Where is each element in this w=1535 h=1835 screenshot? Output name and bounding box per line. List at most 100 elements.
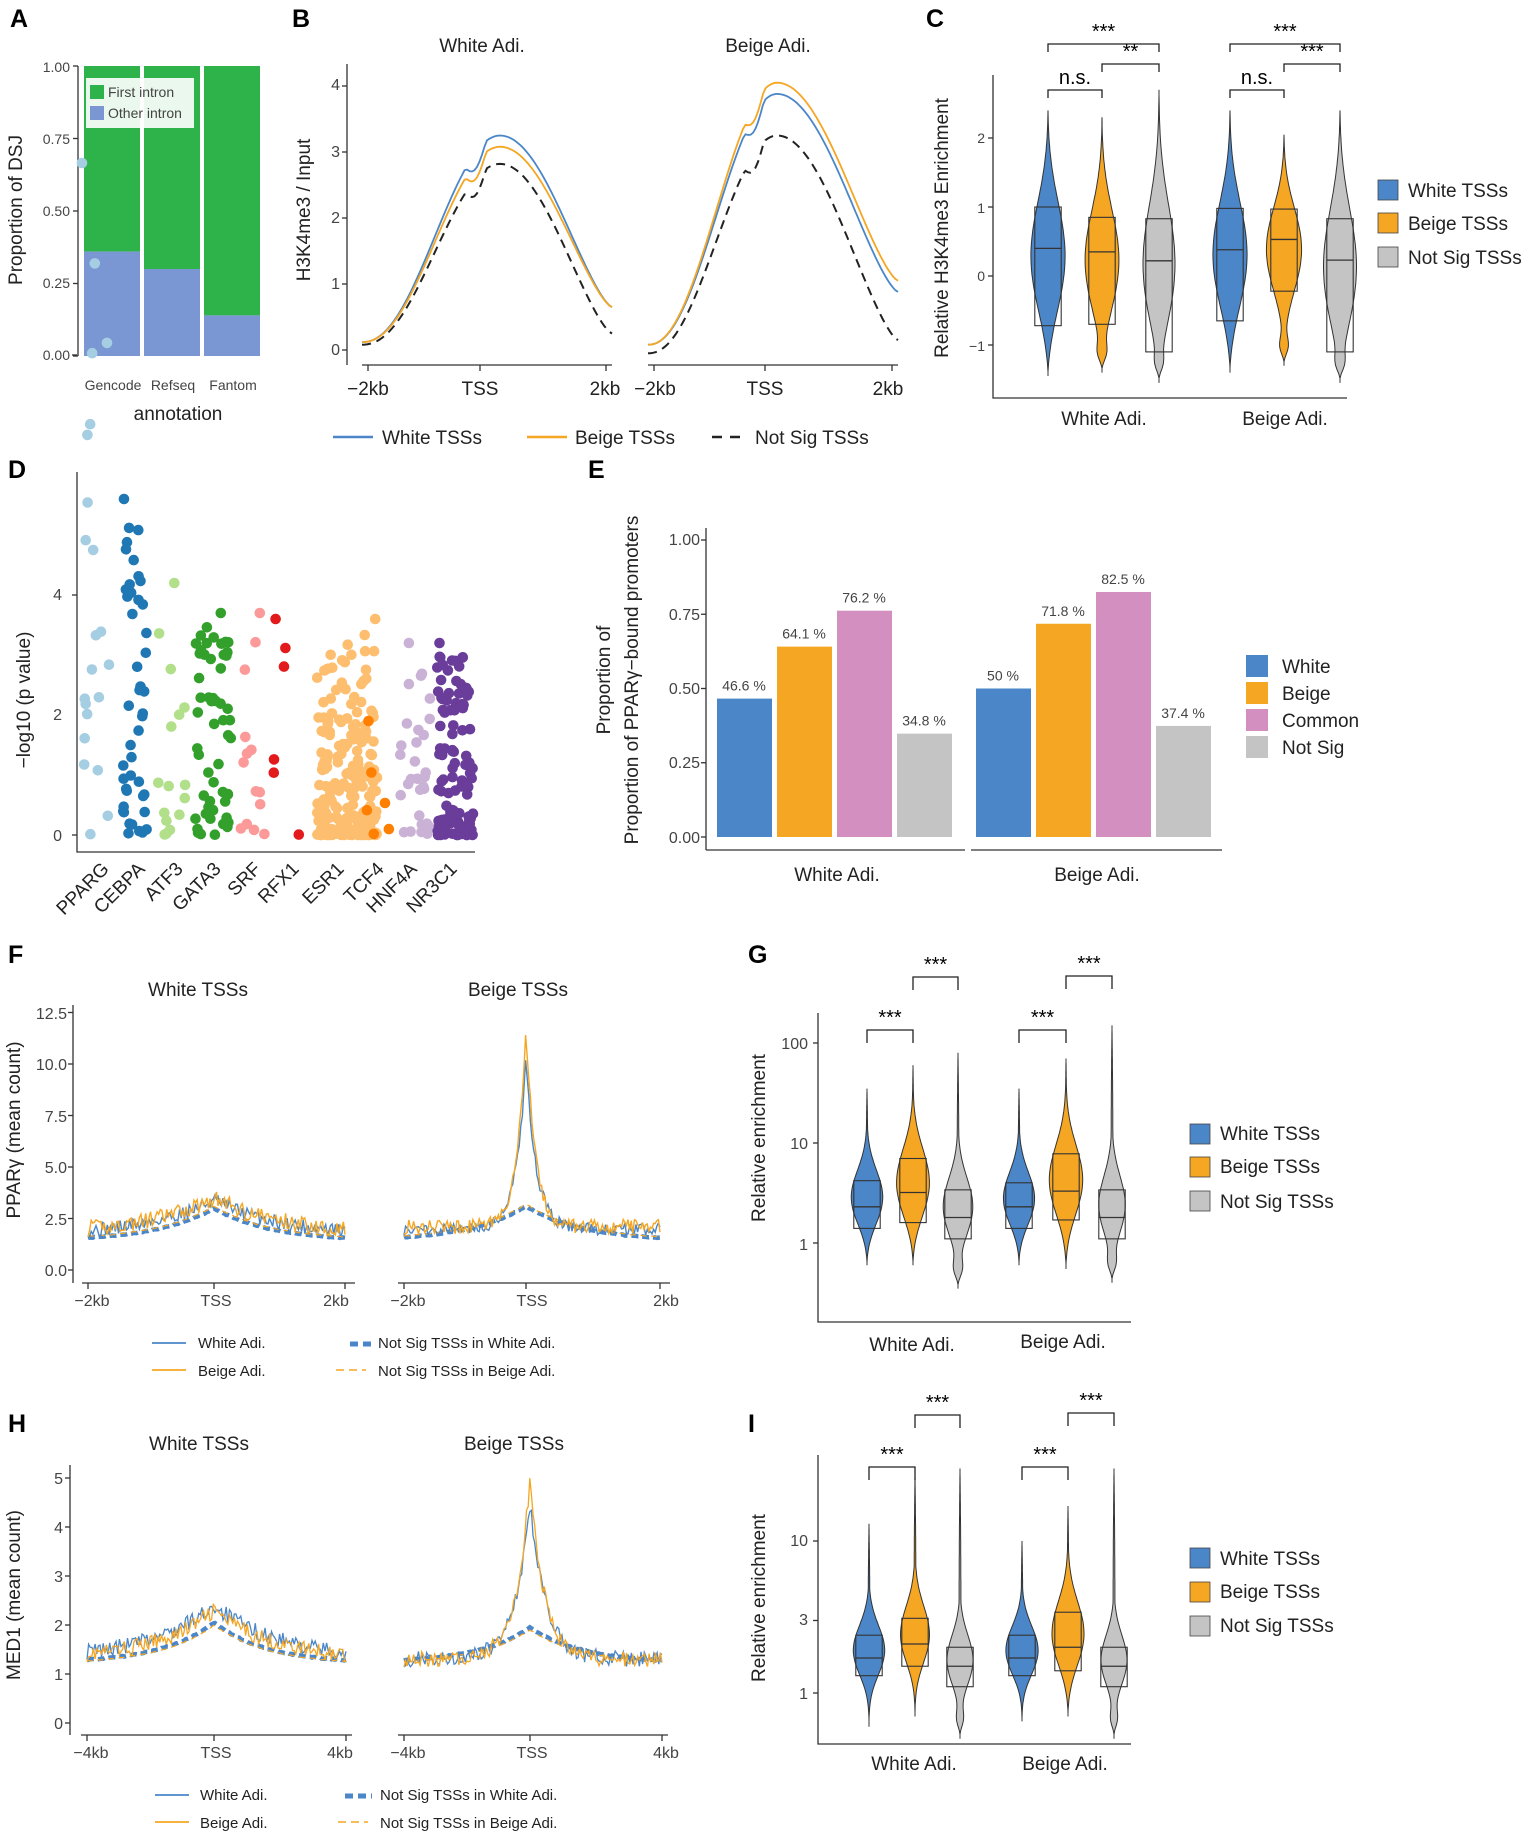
d-point-esr1 [342,802,353,814]
d-point-cebpa [118,773,129,784]
d-point-esr1 [312,807,323,819]
d-point-nr3c1 [461,789,473,800]
d-point-esr1 [368,776,379,787]
e-group-label: White Adi. [794,865,880,886]
c-bracket [1047,89,1103,98]
d-point-cebpa [123,522,135,534]
d-point-hnf4a [411,737,422,748]
d-point-cebpa [139,789,150,800]
b-legend-white: White TSSs [382,428,482,449]
d-point-cebpa [133,524,144,536]
g-axes [817,1013,1131,1323]
d-point-cebpa [139,806,150,818]
e-ytick: 0.00 [669,830,700,847]
d-point-atf3 [179,792,191,804]
d-point-hnf4a [395,749,406,760]
b-xtick: TSS [747,379,784,400]
c-box [1270,208,1298,292]
d-point-srf [250,786,262,797]
f-ytick: 5.0 [45,1160,67,1177]
d-point-esr1 [357,781,368,792]
d-point-hnf4a [422,828,433,839]
a-legend-other: Other intron [108,105,182,121]
d-point-nr3c1 [438,774,449,785]
b-legend-notsig: Not Sig TSSs [755,428,869,449]
e-bar-beige [1036,623,1091,837]
d-point-esr1 [324,790,336,802]
d-point-srf [240,731,251,743]
g-box [853,1180,881,1229]
a-xtick: Fantom [209,377,256,393]
f-legend-notsig-white: Not Sig TSSs in White Adi. [378,1335,555,1352]
d-point-esr1 [342,639,354,650]
c-significance: n.s. [1241,67,1273,89]
c-legend-white: White TSSs [1408,181,1508,202]
d-point-gata3 [208,777,219,788]
d-point-cebpa [126,751,137,763]
e-value-label: 34.8 % [902,713,946,729]
g-legend-white: White TSSs [1220,1124,1320,1145]
a-ytick: 0.75 [43,131,70,147]
d-point-esr1 [347,721,359,732]
d-point-esr1 [312,798,323,809]
d-point-srf [238,757,249,768]
d-point-esr1 [352,754,364,766]
d-point-esr1 [355,696,367,708]
d-point-esr1 [338,741,350,752]
d-point-srf [254,799,266,810]
c-ytick: 0 [977,268,985,284]
h-xtick: 4kb [653,1745,679,1762]
g-violin [1098,1025,1126,1283]
d-point-cebpa [133,725,144,736]
d-xtick: RFX1 [254,859,303,908]
g-significance: *** [1031,1007,1055,1029]
d-point-atf3 [174,809,185,820]
e-legend-beige: Beige [1282,684,1331,705]
b-facet-title: White Adi. [439,36,525,57]
c-ytick: −1 [969,338,985,354]
d-point-rfx1 [280,642,291,654]
d-point-nr3c1 [441,800,452,812]
d-point-atf3 [153,777,164,789]
d-point-pparg [93,692,105,703]
i-legend-swatch-beige [1189,1581,1211,1603]
i-bracket [1067,1412,1115,1426]
d-point-esr1 [321,755,332,767]
d-point-gata3 [195,630,207,641]
d-point-rfx1 [270,613,281,625]
g-significance: *** [924,954,948,976]
d-point-pparg [103,659,115,670]
panel-label-b: B [292,5,310,33]
d-point-gata3 [192,707,204,718]
e-ylabel: Proportion of PPARγ−bound promoters [622,516,643,845]
g-violin [896,1065,930,1266]
d-point-hnf4a [424,693,436,704]
d-point-nr3c1 [461,779,473,790]
i-box [855,1634,883,1677]
d-point-srf [259,828,270,840]
d-point-esr1 [320,807,332,818]
e-legend-swatch-common [1246,709,1268,731]
g-bracket [1065,975,1113,989]
c-bracket [1229,43,1341,52]
d-point-esr1 [344,824,355,835]
f-ytick: 12.5 [36,1006,67,1023]
i-group-label: White Adi. [871,1754,957,1775]
f-facet-title: White TSSs [148,980,248,1001]
d-point-esr1 [341,713,353,724]
d-point-pparg [101,337,113,349]
c-significance: n.s. [1059,67,1091,89]
g-legend-beige: Beige TSSs [1220,1157,1320,1178]
d-point-cebpa [135,575,146,587]
i-violin [899,1473,931,1717]
a-ylabel: Proportion of DSJ [6,135,27,285]
c-box [1216,207,1244,322]
c-box [1145,218,1173,353]
e-bar-not-sig [897,733,952,837]
f-legend-notsig-beige: Not Sig TSSs in Beige Adi. [378,1363,555,1380]
h-ytick: 0 [54,1716,63,1733]
d-point-gata3 [198,790,210,801]
e-ytick: 0.25 [669,755,700,772]
d-point-gata3 [223,637,234,648]
d-point-esr1 [316,725,328,737]
